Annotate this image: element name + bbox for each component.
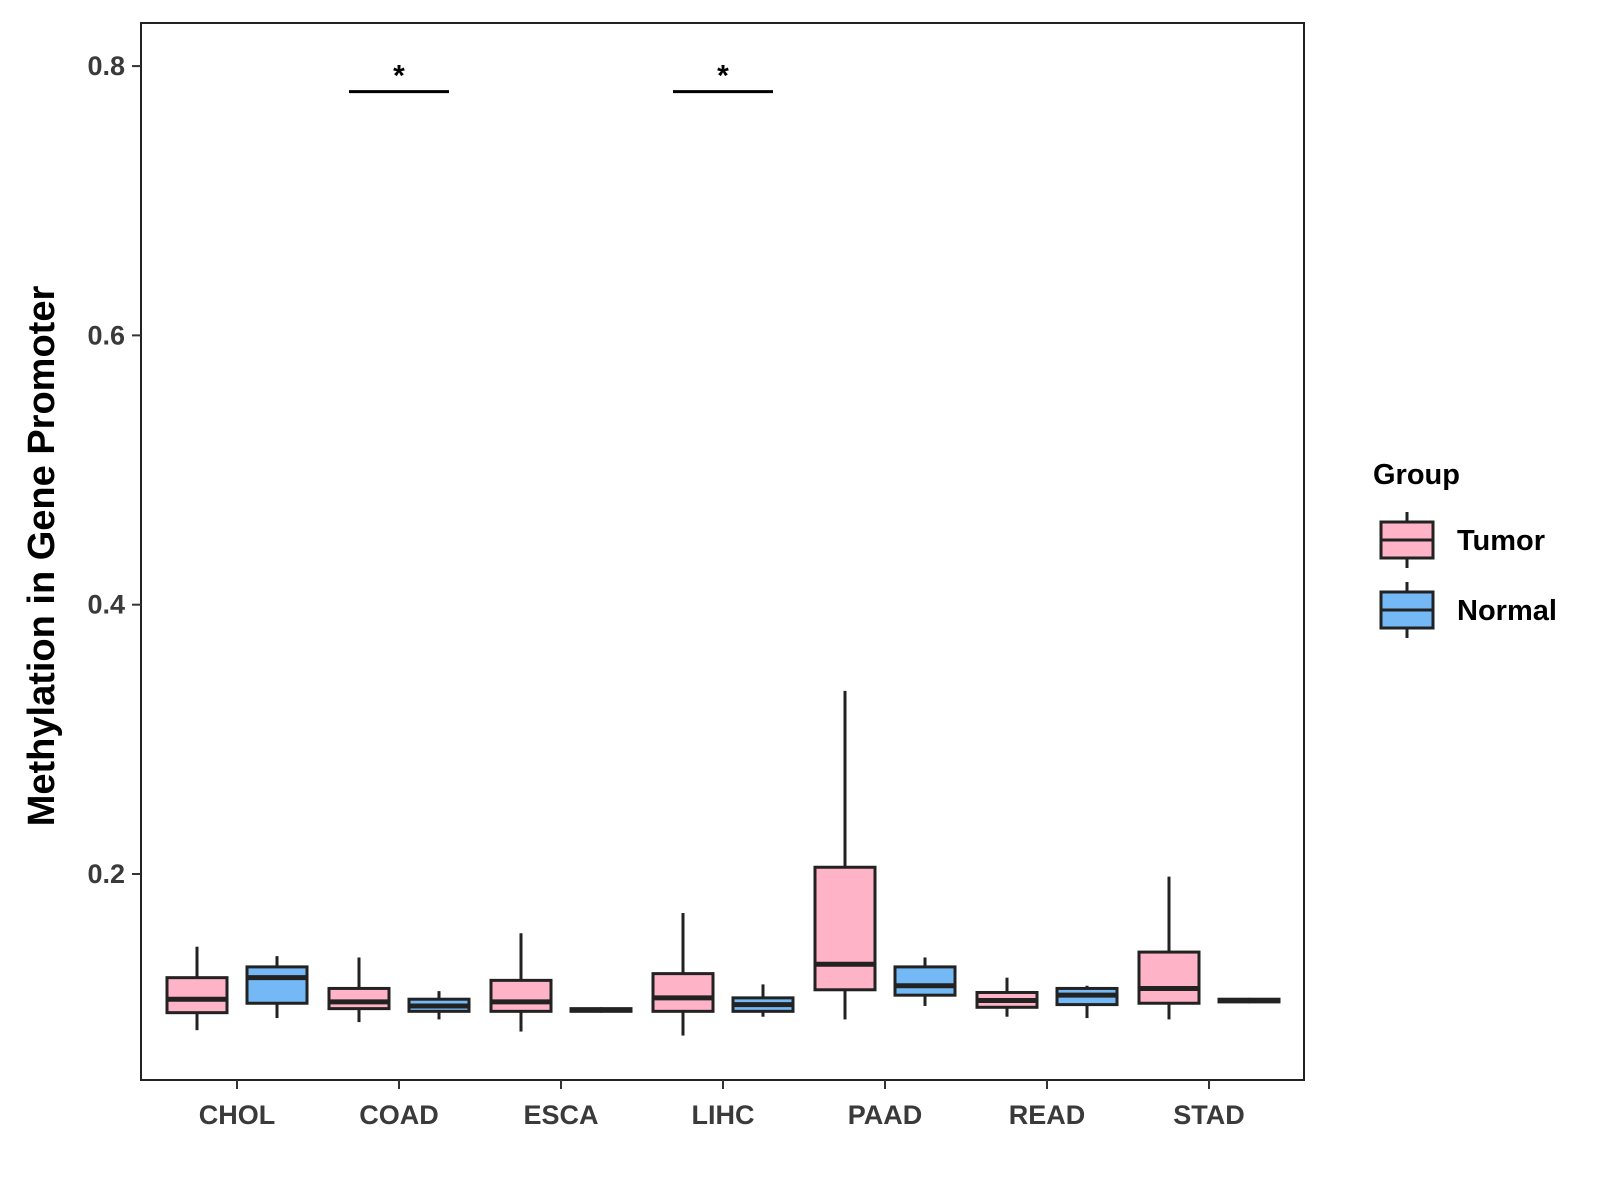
x-tick-label: READ xyxy=(1009,1100,1086,1130)
legend: Tumor Normal xyxy=(1379,512,1557,638)
x-tick-label: STAD xyxy=(1173,1100,1245,1130)
box-lihc-tumor xyxy=(651,972,715,1013)
y-tick-label: 0.2 xyxy=(87,859,125,889)
box-paad-tumor xyxy=(813,865,877,992)
x-tick-label: CHOL xyxy=(199,1100,276,1130)
box-chol-normal xyxy=(245,965,309,1005)
box-stad-tumor xyxy=(1137,950,1201,1005)
box-chol-tumor xyxy=(165,976,229,1015)
box-esca-tumor xyxy=(489,978,553,1013)
y-tick-label: 0.6 xyxy=(87,320,125,350)
x-tick-label: ESCA xyxy=(523,1100,598,1130)
x-tick-label: COAD xyxy=(359,1100,439,1130)
x-tick-label: PAAD xyxy=(848,1100,923,1130)
legend-key-normal xyxy=(1379,582,1435,638)
legend-title: Group xyxy=(1373,459,1460,491)
significance-label-lihc: * xyxy=(717,60,729,93)
plot-panel-border xyxy=(140,22,1305,1081)
x-tick-label: LIHC xyxy=(692,1100,755,1130)
legend-label-normal: Normal xyxy=(1457,595,1557,627)
plot-area: 0.2 0.4 0.6 0.8 CHOL COAD ESCA LIHC PAAD READ STAD… xyxy=(87,22,1305,1130)
significance-label-coad: * xyxy=(393,60,405,93)
legend-key-tumor xyxy=(1379,512,1435,568)
legend-label-tumor: Tumor xyxy=(1457,525,1545,557)
y-tick-label: 0.8 xyxy=(87,51,125,81)
y-axis-title: Methylation in Gene Promoter xyxy=(21,286,63,827)
y-tick-label: 0.4 xyxy=(87,590,125,620)
box-paad-normal xyxy=(893,965,957,997)
box-coad-tumor xyxy=(327,986,391,1011)
